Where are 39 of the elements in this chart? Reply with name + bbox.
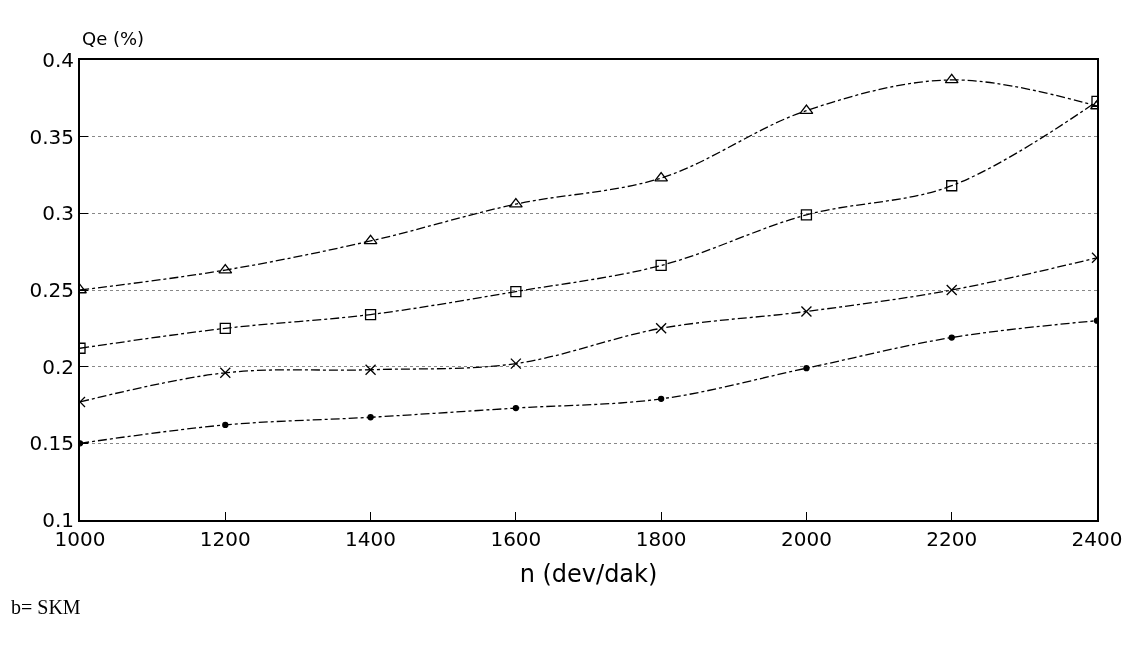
point (364, 364, 377, 376)
y-tick-label: 0.35 (29, 124, 74, 149)
y-tick-label: 0.2 (42, 354, 74, 379)
point (803, 365, 810, 372)
point (512, 404, 520, 412)
point (655, 322, 667, 334)
point (367, 414, 374, 421)
point (510, 285, 522, 298)
point (948, 334, 955, 341)
point (657, 395, 665, 403)
x-axis-title: n (dev/dak) (519, 559, 658, 588)
point (655, 259, 667, 272)
point (946, 284, 958, 296)
point (219, 367, 231, 379)
point (800, 209, 813, 221)
y-tick-label: 0.25 (29, 278, 74, 302)
x-tick-label: 2200 (926, 527, 978, 551)
point (654, 171, 669, 182)
point (944, 73, 959, 84)
point (946, 180, 958, 192)
x-tick-label: 1800 (635, 527, 687, 551)
y-axis-title: Qe (%) (82, 28, 145, 49)
x-tick-label: 2400 (1071, 527, 1123, 551)
point (364, 308, 377, 321)
point (222, 421, 229, 429)
point (218, 263, 233, 274)
point (219, 322, 231, 334)
x-tick-label: 1200 (199, 527, 251, 551)
point (800, 305, 813, 318)
point (363, 234, 378, 245)
x-tick-label: 2000 (780, 527, 832, 551)
x-tick-label: 1400 (345, 527, 397, 551)
x-tick-label: 1600 (490, 527, 542, 551)
point (510, 357, 522, 370)
y-tick-label: 0.4 (42, 48, 74, 72)
point (508, 197, 523, 208)
y-tick-label: 0.15 (29, 431, 74, 456)
y-tick-label: 0.3 (42, 201, 74, 226)
text: b= SKM (11, 596, 81, 618)
